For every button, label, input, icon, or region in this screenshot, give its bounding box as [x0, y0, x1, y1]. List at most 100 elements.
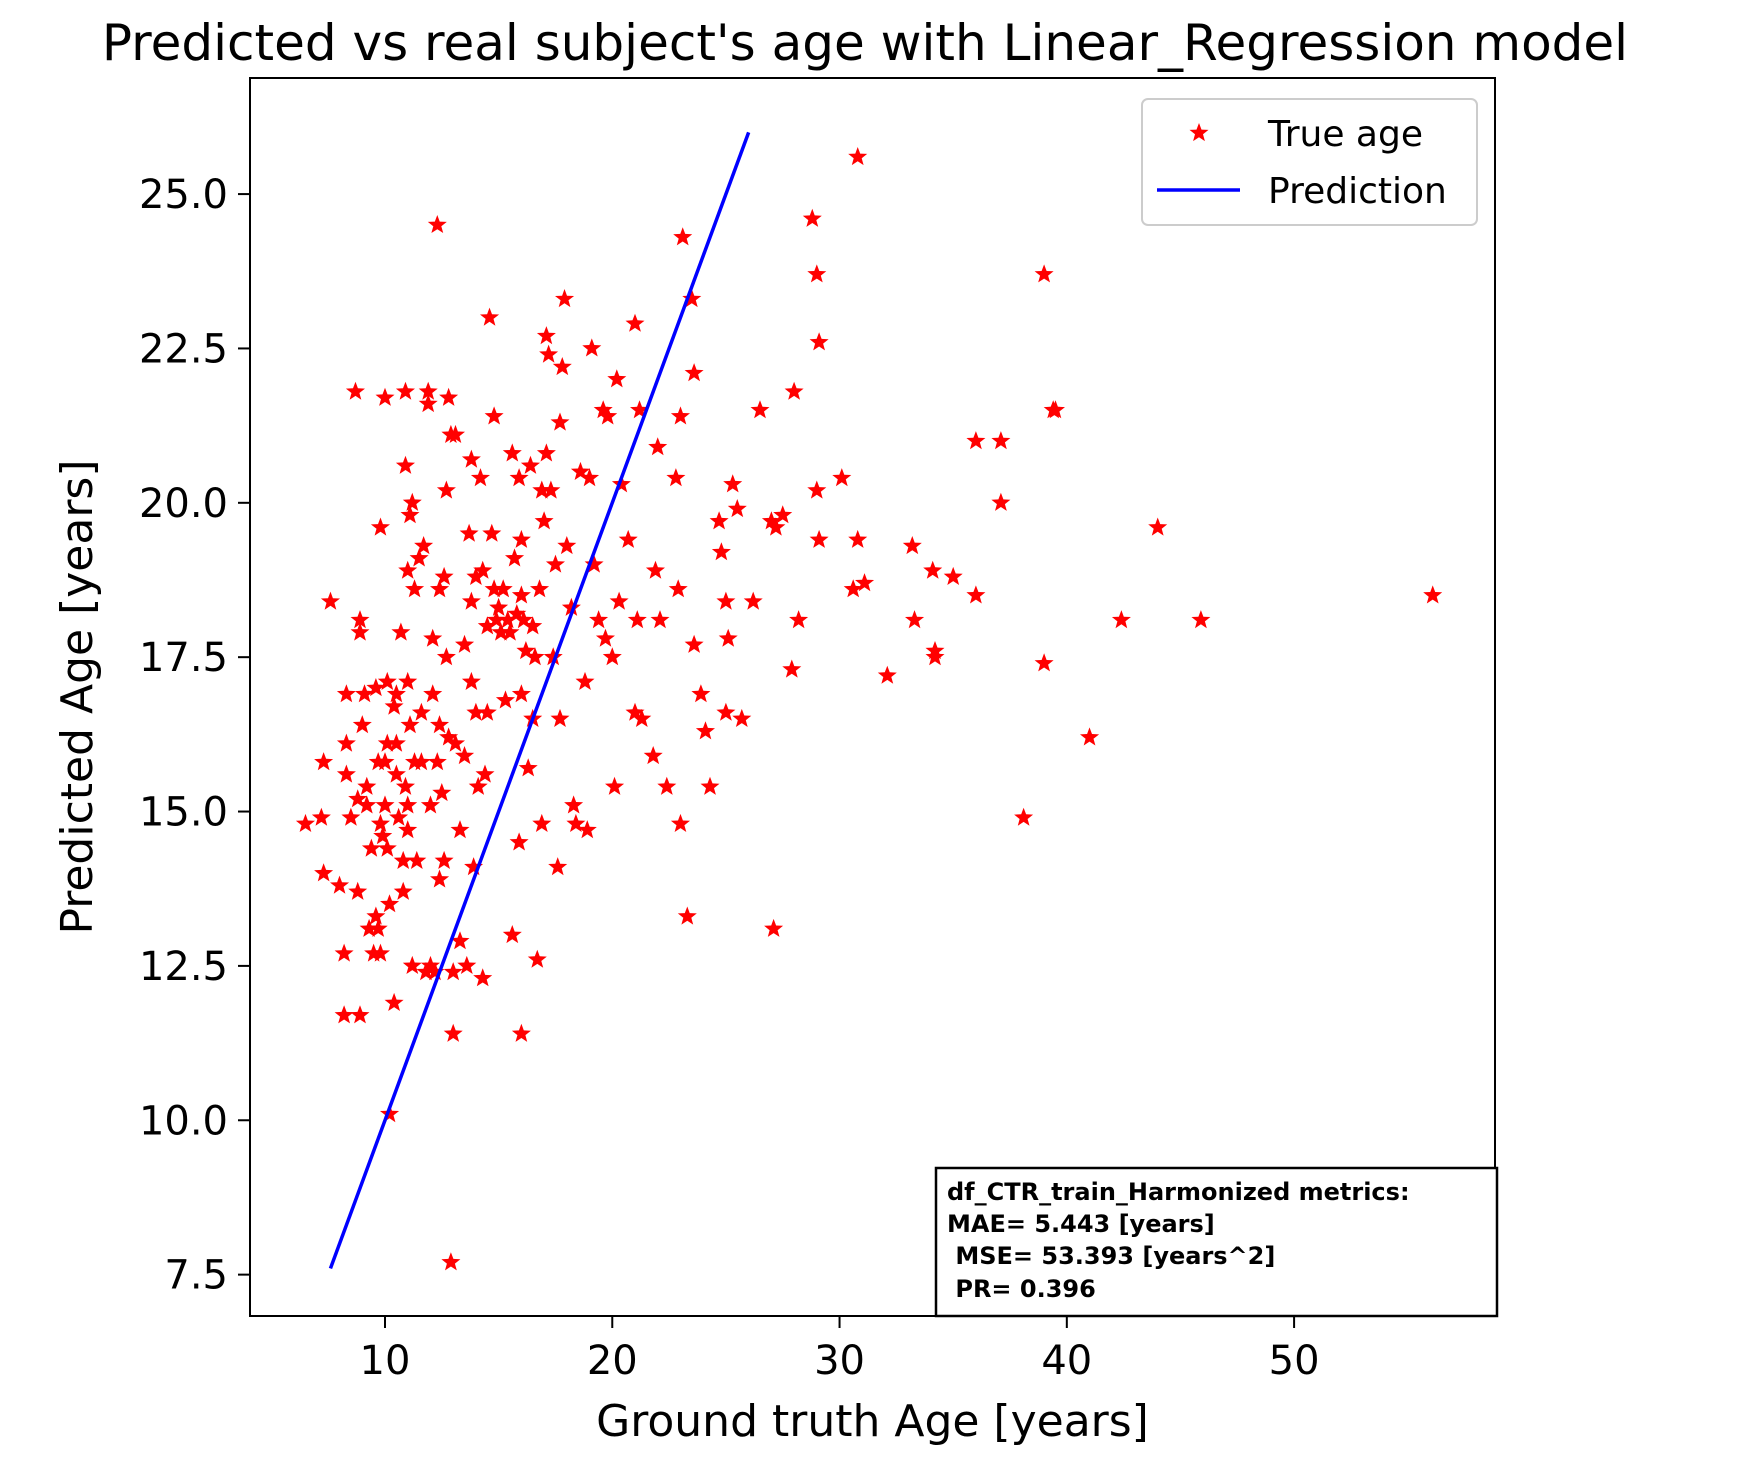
true-age-point-196 — [691, 684, 711, 703]
true-age-point-45 — [386, 764, 406, 783]
true-age-point-137 — [520, 455, 540, 474]
true-age-point-160 — [566, 813, 586, 832]
true-age-point-77 — [427, 752, 447, 771]
true-age-point-109 — [473, 968, 493, 987]
true-age-point-224 — [848, 529, 868, 548]
true-age-point-183 — [645, 560, 665, 579]
x-axis-label: Ground truth Age [years] — [596, 1396, 1149, 1447]
true-age-point-174 — [609, 591, 629, 610]
true-age-point-83 — [434, 850, 454, 869]
true-age-point-162 — [575, 671, 595, 690]
true-age-point-208 — [750, 400, 770, 419]
true-age-point-115 — [484, 406, 504, 425]
true-age-point-29 — [370, 517, 390, 536]
x-tick-label: 20 — [587, 1338, 638, 1384]
true-age-point-70 — [418, 394, 438, 413]
true-age-point-200 — [711, 542, 731, 561]
true-age-point-12 — [345, 381, 365, 400]
true-age-point-122 — [498, 610, 518, 629]
true-age-point-105 — [466, 702, 486, 721]
true-age-point-98 — [457, 955, 477, 974]
true-age-point-81 — [432, 783, 452, 802]
metrics-title: df_CTR_train_Harmonized metrics: — [947, 1178, 1410, 1206]
legend-label-true-age: True age — [1267, 114, 1423, 155]
true-age-point-60 — [402, 955, 422, 974]
true-age-point-76 — [427, 215, 447, 233]
true-age-point-216 — [802, 208, 822, 227]
true-age-point-73 — [423, 628, 443, 647]
true-age-point-78 — [430, 579, 450, 598]
true-age-point-53 — [398, 560, 418, 579]
true-age-point-48 — [393, 850, 413, 869]
true-age-point-118 — [489, 597, 509, 616]
true-age-point-211 — [766, 517, 786, 536]
true-age-point-41 — [384, 992, 404, 1011]
true-age-point-204 — [723, 474, 743, 493]
true-age-point-197 — [695, 721, 715, 740]
y-tick-label: 17.5 — [139, 635, 228, 681]
true-age-point-198 — [700, 776, 720, 795]
true-age-point-152 — [548, 857, 568, 876]
true-age-point-170 — [598, 406, 618, 425]
true-age-point-151 — [545, 554, 565, 573]
true-age-point-49 — [393, 881, 413, 900]
true-age-point-16 — [350, 622, 370, 641]
true-age-point-223 — [848, 147, 868, 166]
true-age-point-104 — [466, 566, 486, 585]
true-age-point-3 — [314, 863, 334, 882]
legend-label-prediction: Prediction — [1268, 171, 1447, 212]
true-age-point-113 — [480, 307, 500, 326]
axes-layer: 10 20 30 40 50 7.5 10.0 12.5 15.0 17.5 20.0 22.5 25.… — [139, 172, 1320, 1384]
true-age-point-150 — [543, 647, 563, 666]
true-age-point-185 — [650, 610, 670, 629]
true-age-point-121 — [495, 690, 515, 709]
true-age-point-159 — [564, 795, 584, 814]
true-age-point-35 — [375, 795, 395, 814]
true-age-point-179 — [627, 610, 647, 629]
true-age-point-99 — [459, 523, 479, 542]
true-age-point-14 — [348, 881, 368, 900]
true-age-point-140 — [525, 647, 545, 666]
true-age-point-171 — [602, 647, 622, 666]
true-age-point-23 — [361, 838, 381, 857]
true-age-point-142 — [530, 579, 550, 598]
x-tick-label: 40 — [1041, 1338, 1092, 1384]
true-age-point-7 — [334, 1005, 354, 1024]
legend-star-marker — [1189, 123, 1209, 142]
true-age-point-206 — [732, 708, 752, 727]
true-age-point-177 — [625, 313, 645, 332]
true-age-point-84 — [436, 480, 456, 499]
true-age-point-2 — [314, 752, 334, 771]
true-age-point-87 — [439, 727, 459, 746]
true-age-point-205 — [727, 499, 747, 518]
true-age-point-168 — [593, 400, 613, 419]
true-age-point-239 — [1034, 653, 1054, 672]
true-age-point-44 — [386, 733, 406, 752]
true-age-point-13 — [348, 789, 368, 808]
y-tick-label: 25.0 — [139, 172, 228, 218]
metrics-box-frame — [934, 1166, 1499, 1318]
true-age-point-102 — [461, 671, 481, 690]
true-age-point-5 — [330, 875, 350, 894]
true-age-point-187 — [666, 468, 686, 487]
true-age-point-43 — [386, 684, 406, 703]
x-tick-label: 50 — [1269, 1338, 1320, 1384]
true-age-point-220 — [809, 529, 829, 548]
true-age-point-32 — [373, 826, 393, 845]
true-age-point-52 — [395, 776, 415, 795]
true-age-point-188 — [668, 579, 688, 598]
true-age-point-125 — [502, 925, 522, 944]
true-age-point-95 — [450, 931, 470, 950]
true-age-point-19 — [355, 684, 375, 703]
true-age-point-169 — [595, 628, 615, 647]
true-age-point-161 — [570, 461, 590, 480]
true-age-point-143 — [532, 480, 552, 499]
true-age-point-18 — [352, 715, 372, 734]
true-age-point-71 — [420, 955, 440, 974]
true-age-point-92 — [445, 424, 465, 443]
true-age-point-56 — [398, 820, 418, 839]
true-age-point-127 — [507, 604, 527, 622]
true-age-point-241 — [1045, 400, 1065, 419]
true-age-point-67 — [414, 536, 434, 555]
